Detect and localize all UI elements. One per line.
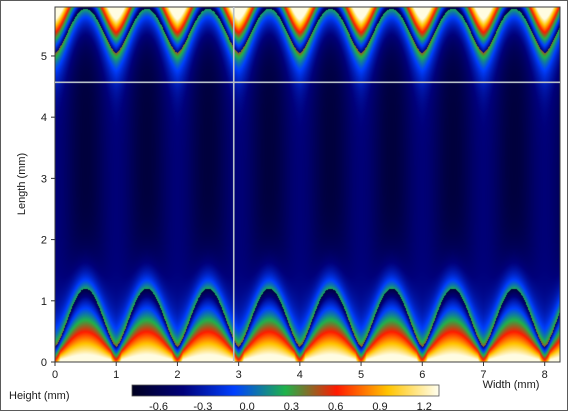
colorbar-tick-label: 0.9 [372,401,387,413]
colorbar-tick-label: 1.2 [417,401,432,413]
y-tick-label: 1 [41,296,47,308]
x-tick-label: 2 [174,369,180,381]
y-axis-label: Length (mm) [16,153,28,215]
x-tick-label: 4 [297,369,303,381]
colorbar-tick-label: 0.6 [328,401,343,413]
colorbar-label: Height (mm) [9,390,70,402]
colorbar [131,384,440,397]
colorbar-tick-label: 0.0 [239,401,254,413]
y-tick-label: 3 [41,173,47,185]
x-tick-label: 8 [542,369,548,381]
colorbar-tick-label: -0.6 [149,401,168,413]
colorbar-tick-label: -0.3 [193,401,212,413]
x-tick-label: 0 [52,369,58,381]
y-tick-label: 0 [41,357,47,369]
y-tick-label: 4 [41,112,47,124]
y-tick-label: 5 [41,51,47,63]
x-tick-label: 6 [419,369,425,381]
colorbar-tick-label: 0.3 [284,401,299,413]
x-tick-label: 3 [236,369,242,381]
plot-border [54,6,561,363]
y-tick-label: 2 [41,235,47,247]
x-tick-label: 5 [358,369,364,381]
x-axis-label: Width (mm) [483,379,540,391]
x-tick-label: 7 [480,369,486,381]
heatmap-surface [55,7,560,362]
x-tick-label: 1 [113,369,119,381]
